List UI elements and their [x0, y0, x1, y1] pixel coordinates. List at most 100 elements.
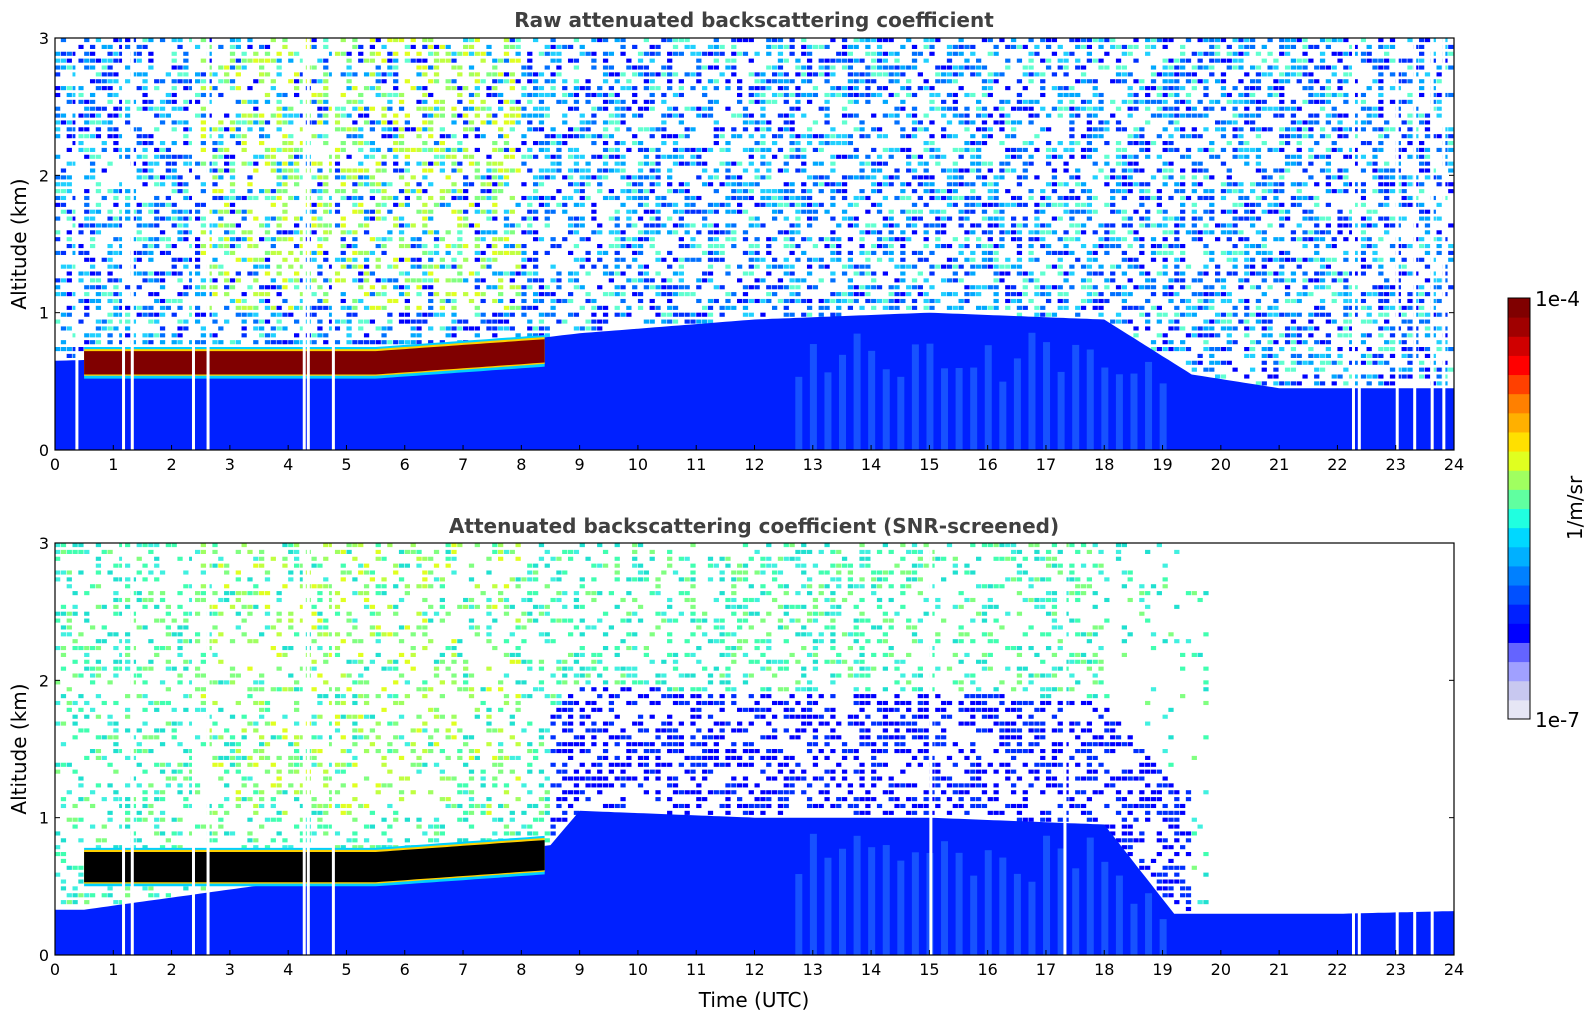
signal-cell [189, 271, 195, 276]
signal-cell [970, 264, 976, 269]
signal-cell [1028, 113, 1034, 118]
signal-cell [416, 86, 422, 91]
signal-cell [1220, 92, 1227, 98]
signal-cell [1080, 230, 1087, 235]
signal-cell [468, 182, 475, 187]
signal-cell [748, 134, 754, 139]
signal-cell [439, 195, 445, 201]
signal-cell [375, 161, 381, 166]
signal-cell [492, 161, 498, 166]
signal-cell [987, 195, 993, 201]
signal-cell [1180, 340, 1186, 345]
signal-cell [288, 230, 294, 235]
signal-cell [1156, 92, 1162, 98]
signal-cell [579, 86, 585, 91]
signal-cell [981, 250, 988, 255]
signal-cell [1215, 237, 1221, 242]
signal-cell [1092, 285, 1098, 290]
signal-cell [876, 244, 883, 249]
signal-cell [148, 319, 154, 324]
signal-cell [492, 175, 498, 180]
signal-cell [124, 202, 131, 207]
signal-cell [830, 168, 836, 173]
signal-cell [253, 195, 259, 201]
signal-cell [416, 285, 422, 290]
signal-cell [439, 298, 445, 304]
signal-cell [1203, 347, 1209, 352]
signal-cell [381, 72, 387, 77]
signal-cell [1232, 51, 1238, 56]
signal-cell [1174, 312, 1180, 317]
signal-cell [1139, 189, 1145, 194]
signal-cell [1022, 223, 1028, 228]
signal-cell [1145, 44, 1151, 49]
signal-cell [148, 106, 154, 111]
signal-cell [1197, 326, 1203, 331]
signal-cell [888, 292, 894, 297]
signal-cell [1232, 244, 1238, 249]
signal-cell [72, 264, 78, 269]
signal-cell [672, 305, 679, 310]
signal-cell [661, 38, 667, 43]
signal-cell [760, 79, 766, 84]
signal-cell [299, 230, 306, 235]
signal-cell [911, 264, 918, 269]
signal-cell [474, 230, 480, 235]
signal-cell [602, 305, 609, 310]
signal-cell [119, 216, 125, 221]
signal-cell [678, 278, 684, 283]
signal-cell [119, 264, 125, 269]
signal-cell [1238, 113, 1244, 118]
signal-cell [1191, 360, 1197, 365]
signal-cell [1098, 223, 1104, 228]
signal-cell [1209, 319, 1215, 324]
signal-cell [608, 99, 615, 104]
signal-cell [515, 51, 521, 56]
signal-cell [1139, 216, 1145, 221]
signal-cell [632, 141, 638, 146]
signal-cell [463, 51, 469, 56]
signal-cell [171, 106, 177, 111]
signal-cell [148, 65, 154, 70]
signal-cell [527, 216, 533, 221]
signal-cell [667, 264, 673, 269]
signal-cell [78, 250, 84, 255]
signal-cell [334, 209, 341, 214]
signal-cell [521, 250, 527, 255]
signal-cell [89, 99, 96, 104]
signal-cell [433, 161, 440, 166]
signal-cell [183, 182, 189, 187]
signal-cell [865, 175, 871, 180]
signal-cell [667, 250, 673, 255]
signal-cell [1220, 127, 1227, 132]
signal-cell [200, 189, 206, 194]
signal-cell [527, 72, 533, 77]
signal-cell [748, 154, 754, 159]
signal-cell [579, 237, 585, 242]
signal-cell [259, 79, 265, 84]
signal-cell [1057, 216, 1063, 221]
signal-cell [626, 86, 632, 91]
signal-cell [89, 244, 96, 249]
signal-cell [212, 264, 218, 269]
signal-cell [1110, 113, 1116, 118]
signal-cell [1156, 99, 1162, 104]
signal-cell [678, 154, 684, 159]
signal-cell [247, 209, 253, 214]
signal-cell [136, 257, 142, 262]
signal-cell [224, 271, 230, 276]
signal-cell [1180, 195, 1186, 201]
signal-cell [562, 134, 568, 139]
signal-cell [684, 161, 690, 166]
signal-cell [999, 237, 1005, 242]
signal-cell [1197, 298, 1203, 304]
signal-cell [719, 51, 725, 56]
signal-cell [428, 44, 434, 49]
signal-cell [136, 106, 142, 111]
signal-cell [527, 195, 533, 201]
signal-cell [89, 44, 96, 49]
signal-cell [1232, 340, 1238, 345]
signal-cell [958, 264, 964, 269]
signal-cell [515, 106, 521, 111]
signal-cell [637, 216, 644, 221]
